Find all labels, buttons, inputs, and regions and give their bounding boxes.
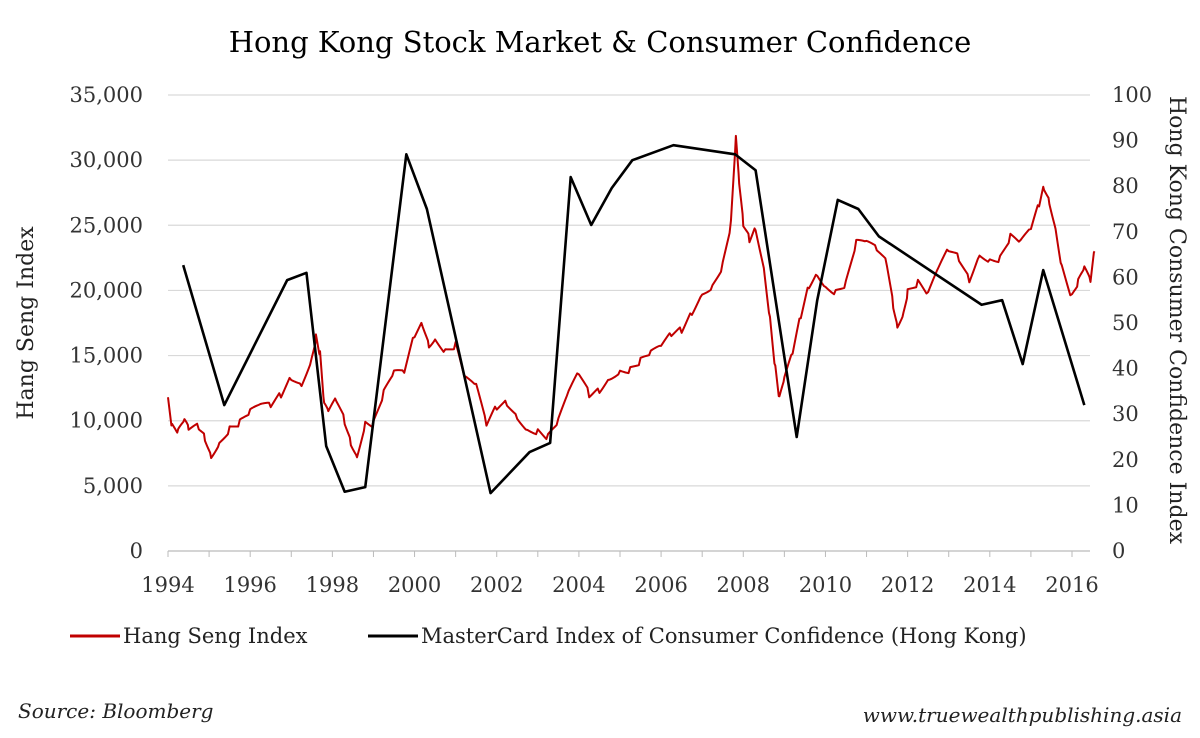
x-tick-label: 2002 [470, 573, 523, 597]
gridlines [167, 94, 1090, 557]
y2-tick-label: 30 [1112, 402, 1139, 426]
legend-label-hang-seng: Hang Seng Index [123, 624, 308, 648]
x-tick-label: 2008 [717, 573, 770, 597]
y2-tick-label: 100 [1112, 83, 1152, 107]
y-tick-label: 10,000 [70, 409, 143, 433]
y-tick-label: 35,000 [70, 83, 143, 107]
y-tick-label: 15,000 [70, 344, 143, 368]
hang-seng-line [167, 134, 1096, 460]
y2-tick-label: 50 [1112, 311, 1139, 335]
legend: Hang Seng Index MasterCard Index of Cons… [70, 624, 1027, 648]
y-tick-label: 5,000 [83, 474, 143, 498]
y2-tick-label: 80 [1112, 174, 1139, 198]
y2-axis-label: Hong Kong Consumer Confidence Index [1164, 96, 1189, 545]
y2-tick-label: 70 [1112, 220, 1139, 244]
x-tick-label: 1996 [223, 573, 276, 597]
series-lines [167, 134, 1096, 495]
x-tick-label: 2014 [963, 573, 1016, 597]
x-tick-label: 2006 [634, 573, 687, 597]
x-tick-label: 2012 [881, 573, 934, 597]
tick-labels: 0 5,000 10,000 15,000 20,000 25,000 30,000 35,0… [70, 83, 1153, 597]
y-axis-label: Hang Seng Index [14, 226, 39, 420]
website-credit: www.truewealthpublishing.asia [863, 703, 1182, 727]
y2-tick-label: 40 [1112, 357, 1139, 381]
y2-tick-label: 90 [1112, 129, 1139, 153]
x-tick-label: 2004 [552, 573, 605, 597]
y-tick-label: 0 [130, 539, 143, 563]
x-tick-label: 2016 [1045, 573, 1098, 597]
x-tick-label: 1994 [141, 573, 194, 597]
y2-tick-label: 10 [1112, 493, 1139, 517]
chart-title: Hong Kong Stock Market & Consumer Confid… [229, 25, 972, 59]
x-tick-label: 2000 [388, 573, 441, 597]
x-tick-label: 1998 [306, 573, 359, 597]
source-note: Source: Bloomberg [18, 699, 213, 723]
legend-label-mastercard: MasterCard Index of Consumer Confidence … [421, 624, 1027, 648]
y2-tick-label: 60 [1112, 265, 1139, 289]
y-tick-label: 30,000 [70, 148, 143, 172]
x-tick-label: 2010 [799, 573, 852, 597]
y2-tick-label: 0 [1112, 539, 1125, 563]
y-tick-label: 20,000 [70, 278, 143, 302]
consumer-confidence-line [181, 143, 1086, 495]
y2-tick-label: 20 [1112, 448, 1139, 472]
y-tick-label: 25,000 [70, 213, 143, 237]
